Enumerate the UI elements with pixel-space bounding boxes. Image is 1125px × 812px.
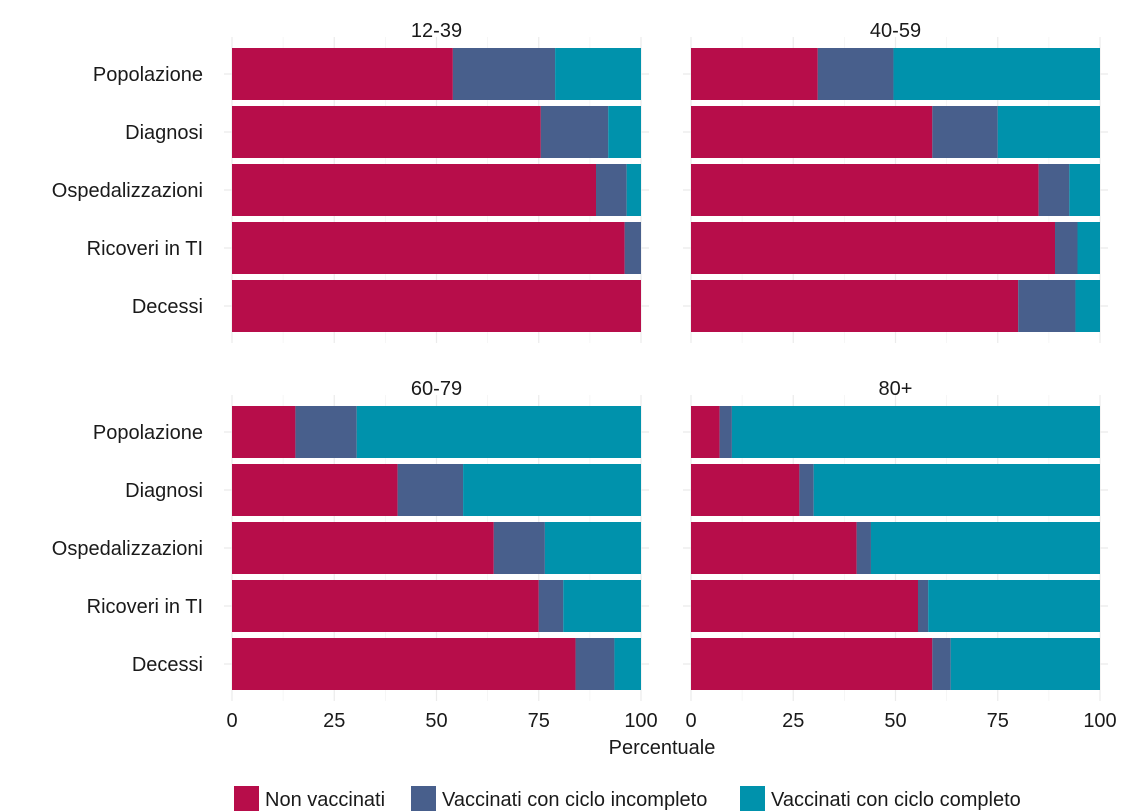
bar-decessi-non-vaccinati <box>691 638 933 690</box>
panel-40-59: 40-59 <box>683 20 1108 343</box>
bar-ricoveri-in-ti-vaccinati-con-ciclo-incompleto <box>538 580 564 632</box>
legend-label: Vaccinati con ciclo completo <box>771 789 1021 811</box>
legend-item-vaccinati-con-ciclo-incompleto: Vaccinati con ciclo incompleto <box>411 786 707 811</box>
bar-ricoveri-in-ti-vaccinati-con-ciclo-completo <box>563 580 641 632</box>
bar-popolazione-non-vaccinati <box>691 406 720 458</box>
bar-ospedalizzazioni-vaccinati-con-ciclo-completo <box>544 522 641 574</box>
category-label: Ricoveri in TI <box>87 596 203 618</box>
bar-ricoveri-in-ti-non-vaccinati <box>232 580 539 632</box>
category-label: Diagnosi <box>125 122 203 144</box>
legend-item-non-vaccinati: Non vaccinati <box>234 786 385 811</box>
bar-decessi-non-vaccinati <box>232 638 576 690</box>
bar-popolazione-vaccinati-con-ciclo-incompleto <box>817 48 894 100</box>
bar-ricoveri-in-ti-vaccinati-con-ciclo-incompleto <box>917 580 929 632</box>
bar-diagnosi-non-vaccinati <box>232 106 541 158</box>
bar-popolazione-vaccinati-con-ciclo-incompleto <box>295 406 357 458</box>
bar-popolazione-vaccinati-con-ciclo-completo <box>731 406 1100 458</box>
category-label: Decessi <box>132 654 203 676</box>
bar-diagnosi-vaccinati-con-ciclo-incompleto <box>540 106 609 158</box>
bar-ospedalizzazioni-non-vaccinati <box>691 522 857 574</box>
bar-diagnosi-non-vaccinati <box>691 464 800 516</box>
bar-diagnosi-vaccinati-con-ciclo-completo <box>997 106 1100 158</box>
legend-label: Non vaccinati <box>265 789 385 811</box>
category-label: Ospedalizzazioni <box>52 180 203 202</box>
bar-decessi-non-vaccinati <box>691 280 1019 332</box>
x-tick-label: 25 <box>323 710 345 732</box>
x-tick-label: 0 <box>685 710 696 732</box>
bar-popolazione-vaccinati-con-ciclo-completo <box>356 406 641 458</box>
bar-popolazione-vaccinati-con-ciclo-completo <box>555 48 641 100</box>
bar-decessi-vaccinati-con-ciclo-completo <box>1075 280 1100 332</box>
legend-swatch <box>411 786 436 811</box>
bar-diagnosi-vaccinati-con-ciclo-completo <box>813 464 1100 516</box>
x-axis-title: Percentuale <box>609 737 716 759</box>
bar-ospedalizzazioni-vaccinati-con-ciclo-completo <box>1069 164 1100 216</box>
bar-ospedalizzazioni-vaccinati-con-ciclo-completo <box>870 522 1100 574</box>
x-tick-label: 75 <box>987 710 1009 732</box>
bar-decessi-non-vaccinati <box>232 280 641 332</box>
bar-ricoveri-in-ti-non-vaccinati <box>691 222 1056 274</box>
x-tick-label: 100 <box>1083 710 1116 732</box>
x-tick-label: 75 <box>528 710 550 732</box>
bar-diagnosi-vaccinati-con-ciclo-completo <box>463 464 641 516</box>
x-tick-label: 25 <box>782 710 804 732</box>
bar-diagnosi-vaccinati-con-ciclo-incompleto <box>932 106 998 158</box>
bar-ospedalizzazioni-vaccinati-con-ciclo-completo <box>626 164 641 216</box>
bar-ricoveri-in-ti-vaccinati-con-ciclo-completo <box>928 580 1100 632</box>
bar-decessi-vaccinati-con-ciclo-incompleto <box>932 638 951 690</box>
category-label: Popolazione <box>93 422 203 444</box>
bar-ricoveri-in-ti-non-vaccinati <box>691 580 918 632</box>
legend-swatch <box>740 786 765 811</box>
bar-ospedalizzazioni-vaccinati-con-ciclo-incompleto <box>596 164 627 216</box>
bar-decessi-vaccinati-con-ciclo-incompleto <box>575 638 615 690</box>
category-label: Ricoveri in TI <box>87 238 203 260</box>
bar-diagnosi-non-vaccinati <box>232 464 398 516</box>
bar-diagnosi-vaccinati-con-ciclo-incompleto <box>397 464 464 516</box>
bar-decessi-vaccinati-con-ciclo-completo <box>950 638 1100 690</box>
category-label: Diagnosi <box>125 480 203 502</box>
bar-ospedalizzazioni-non-vaccinati <box>232 522 494 574</box>
category-label: Ospedalizzazioni <box>52 538 203 560</box>
panel-60-79: 60-79 Popolazione Diagnosi Ospedalizzazioni… <box>52 378 658 732</box>
bar-popolazione-non-vaccinati <box>691 48 818 100</box>
bar-diagnosi-non-vaccinati <box>691 106 933 158</box>
bar-decessi-vaccinati-con-ciclo-incompleto <box>1018 280 1076 332</box>
category-label: Decessi <box>132 296 203 318</box>
x-tick-label: 50 <box>884 710 906 732</box>
bar-ricoveri-in-ti-non-vaccinati <box>232 222 625 274</box>
bar-ospedalizzazioni-vaccinati-con-ciclo-incompleto <box>1038 164 1070 216</box>
x-tick-label: 50 <box>425 710 447 732</box>
category-label: Popolazione <box>93 64 203 86</box>
bar-ricoveri-in-ti-vaccinati-con-ciclo-incompleto <box>1055 222 1078 274</box>
bar-decessi-vaccinati-con-ciclo-completo <box>614 638 641 690</box>
bar-ricoveri-in-ti-vaccinati-con-ciclo-incompleto <box>624 222 641 274</box>
bar-ospedalizzazioni-vaccinati-con-ciclo-incompleto <box>493 522 545 574</box>
bar-ospedalizzazioni-non-vaccinati <box>232 164 597 216</box>
legend-label: Vaccinati con ciclo incompleto <box>442 789 707 811</box>
legend-swatch <box>234 786 259 811</box>
bar-popolazione-vaccinati-con-ciclo-incompleto <box>452 48 556 100</box>
bar-popolazione-non-vaccinati <box>232 48 453 100</box>
bar-ospedalizzazioni-vaccinati-con-ciclo-incompleto <box>856 522 871 574</box>
x-tick-label: 100 <box>624 710 657 732</box>
bar-diagnosi-vaccinati-con-ciclo-completo <box>608 106 641 158</box>
legend-item-vaccinati-con-ciclo-completo: Vaccinati con ciclo completo <box>740 786 1021 811</box>
legend: Non vaccinati Vaccinati con ciclo incompl… <box>234 786 1021 811</box>
panel-12-39: 12-39 Popolazione Diagnosi Ospedalizzazioni… <box>52 20 649 343</box>
bar-ricoveri-in-ti-vaccinati-con-ciclo-completo <box>1077 222 1100 274</box>
panel-title: 40-59 <box>870 20 921 42</box>
bar-popolazione-vaccinati-con-ciclo-completo <box>893 48 1100 100</box>
x-tick-label: 0 <box>226 710 237 732</box>
panel-title: 80+ <box>879 378 913 400</box>
panel-80: 80+ 0 25 50 75 100 <box>683 378 1117 732</box>
bar-diagnosi-vaccinati-con-ciclo-incompleto <box>799 464 814 516</box>
panel-title: 60-79 <box>411 378 462 400</box>
panel-title: 12-39 <box>411 20 462 42</box>
bar-ospedalizzazioni-non-vaccinati <box>691 164 1039 216</box>
bar-popolazione-vaccinati-con-ciclo-incompleto <box>719 406 732 458</box>
bar-popolazione-non-vaccinati <box>232 406 296 458</box>
